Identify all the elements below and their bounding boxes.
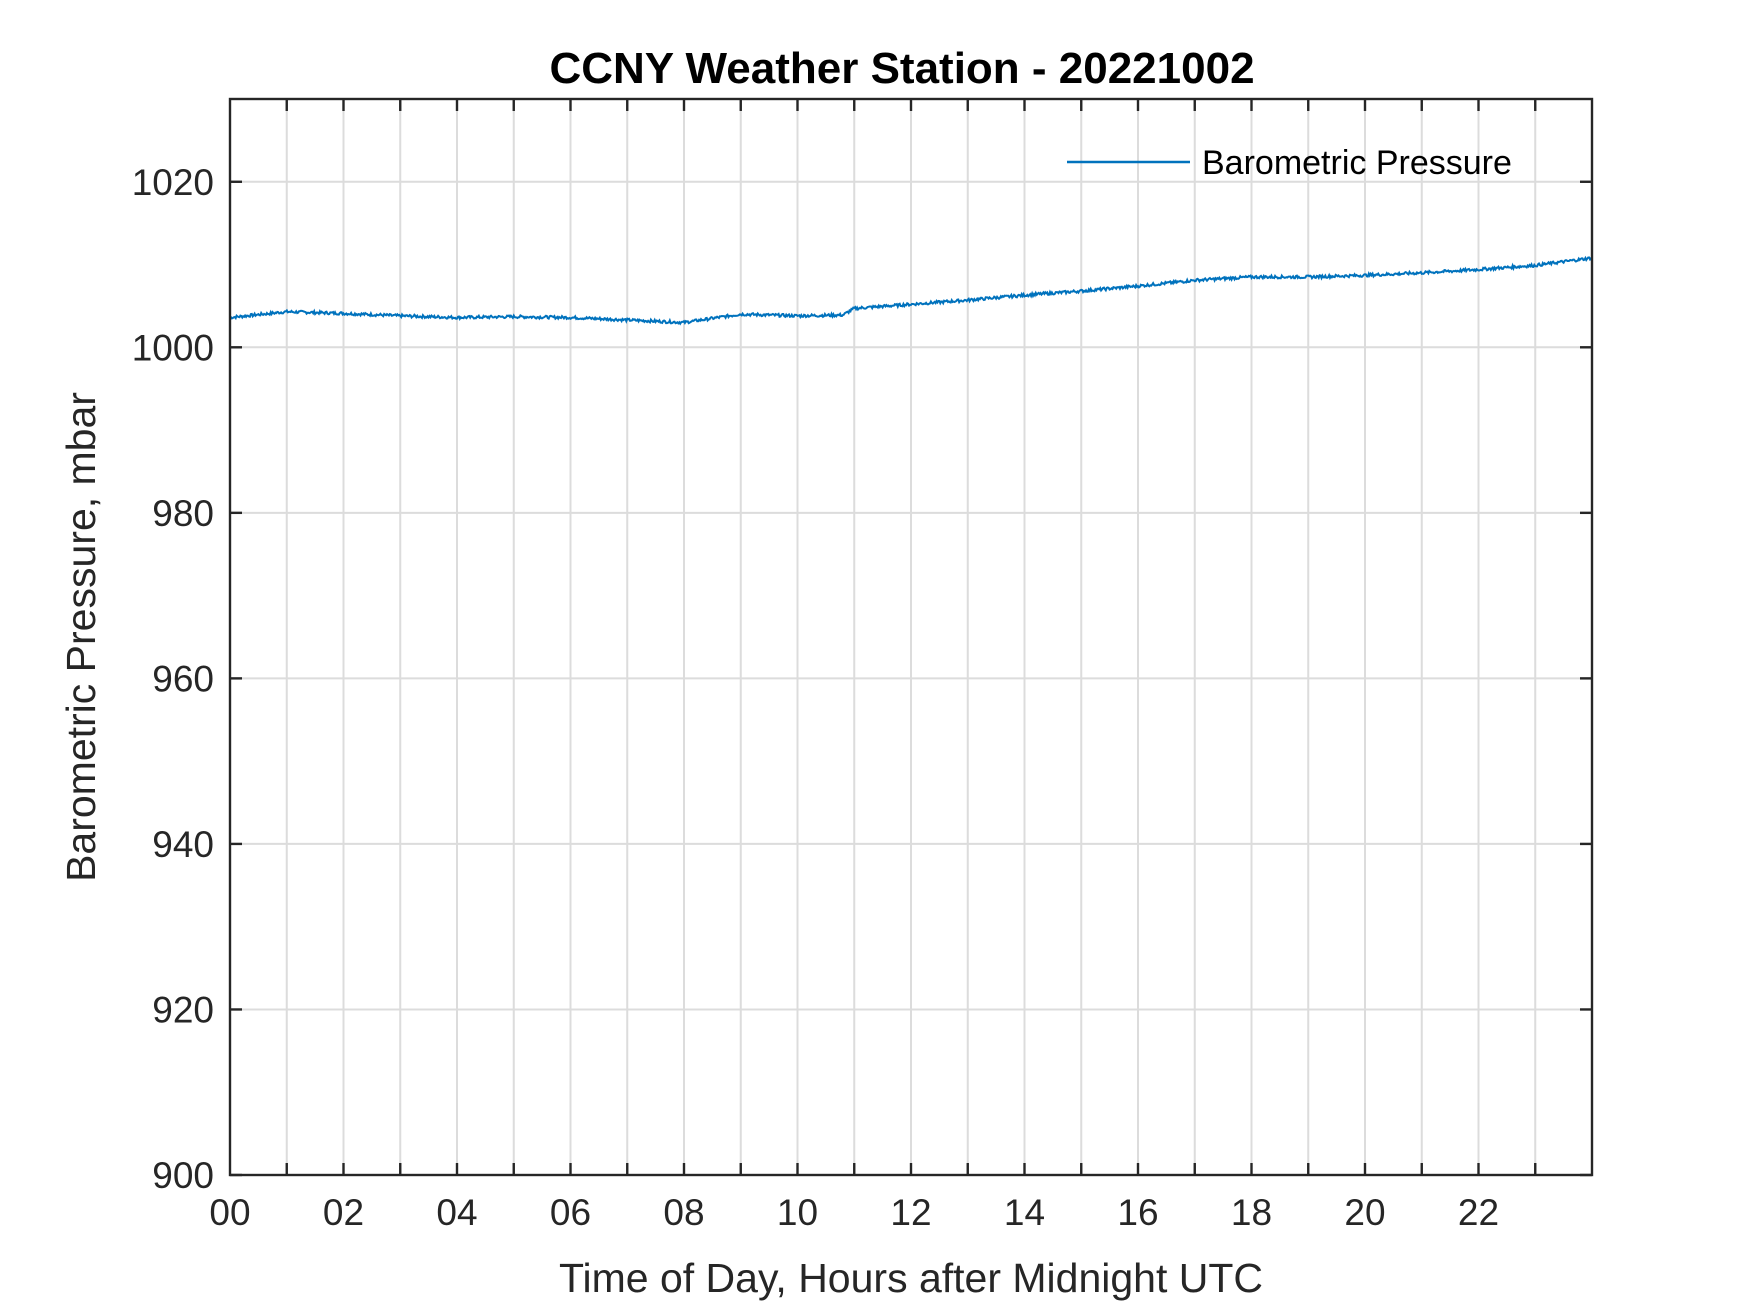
x-tick-label: 16 [1117,1192,1158,1233]
y-axis-label: Barometric Pressure, mbar [58,392,104,882]
x-tick-label: 06 [550,1192,591,1233]
series-layer [229,255,1593,326]
y-tick-label: 920 [152,989,214,1030]
x-tick-label: 02 [323,1192,364,1233]
y-tick-label: 900 [152,1155,214,1196]
y-tick-label: 940 [152,824,214,865]
x-tick-label: 20 [1344,1192,1385,1233]
grid [230,99,1592,1175]
x-tick-label: 14 [1004,1192,1045,1233]
x-tick-label: 08 [663,1192,704,1233]
ticks: 900 920 940 960 980 1000 1020 00 02 04 06 08 10 12 14 1… [132,99,1592,1233]
x-axis-label: Time of Day, Hours after Midnight UTC [559,1255,1263,1301]
legend-label: Barometric Pressure [1202,144,1512,182]
y-tick-label: 1000 [132,327,214,368]
y-tick-label: 960 [152,658,214,699]
x-tick-label: 04 [436,1192,477,1233]
series-line-barometric-pressure [229,255,1593,326]
x-tick-label: 00 [209,1192,250,1233]
x-tick-label: 22 [1458,1192,1499,1233]
x-tick-label: 12 [890,1192,931,1233]
y-tick-label: 1020 [132,162,214,203]
x-tick-label: 18 [1231,1192,1272,1233]
legend: Barometric Pressure [1067,144,1512,182]
y-tick-label: 980 [152,493,214,534]
x-tick-label: 10 [777,1192,818,1233]
chart-title: CCNY Weather Station - 20221002 [549,44,1254,93]
